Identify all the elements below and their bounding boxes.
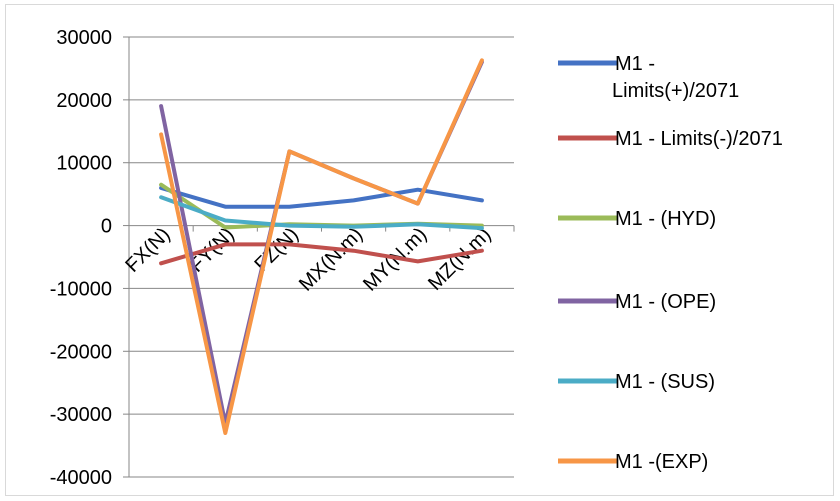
series-line-0 — [159, 185, 484, 209]
y-tick-label: -30000 — [50, 404, 112, 426]
legend-label: M1 - (HYD) — [615, 208, 716, 230]
legend-item: M1 - Limits(-)/2071 — [558, 128, 783, 150]
legend-item: M1 -(EXP) — [558, 451, 708, 473]
x-category-label: FZ(N) — [250, 224, 302, 276]
legend-item: M1 - (OPE) — [558, 291, 716, 313]
series-line-1 — [159, 242, 484, 266]
legend: M1 - Limits(+)/2071 M1 - Limits(-)/2071 M1 … — [558, 53, 783, 473]
legend-item: M1 - Limits(+)/2071 — [558, 53, 739, 102]
legend-item: M1 - (HYD) — [558, 208, 716, 230]
series-lines — [159, 58, 484, 435]
x-category-label: MX(N.m) — [295, 224, 367, 296]
legend-label: M1 - — [615, 53, 655, 75]
legend-label: M1 - Limits(-)/2071 — [615, 128, 783, 150]
y-tick-label: 0 — [101, 216, 112, 238]
legend-label: M1 -(EXP) — [615, 451, 708, 473]
legend-label: M1 - (SUS) — [615, 371, 715, 393]
y-tick-label: 10000 — [56, 153, 112, 175]
gridlines — [129, 36, 514, 478]
series-line-5 — [159, 58, 484, 435]
series-line-4 — [159, 195, 484, 231]
y-axis-tick-labels: 30000 20000 10000 0 -10000 -20000 -30000 -40000 — [50, 27, 112, 489]
y-tick-label: -10000 — [50, 278, 112, 300]
legend-label: M1 - (OPE) — [615, 291, 716, 313]
legend-item: M1 - (SUS) — [558, 371, 715, 393]
legend-label: Limits(+)/2071 — [612, 80, 739, 102]
y-tick-label: 20000 — [56, 90, 112, 112]
y-tick-label: -40000 — [50, 467, 112, 489]
y-tick-label: 30000 — [56, 27, 112, 49]
y-tick-label: -20000 — [50, 341, 112, 363]
